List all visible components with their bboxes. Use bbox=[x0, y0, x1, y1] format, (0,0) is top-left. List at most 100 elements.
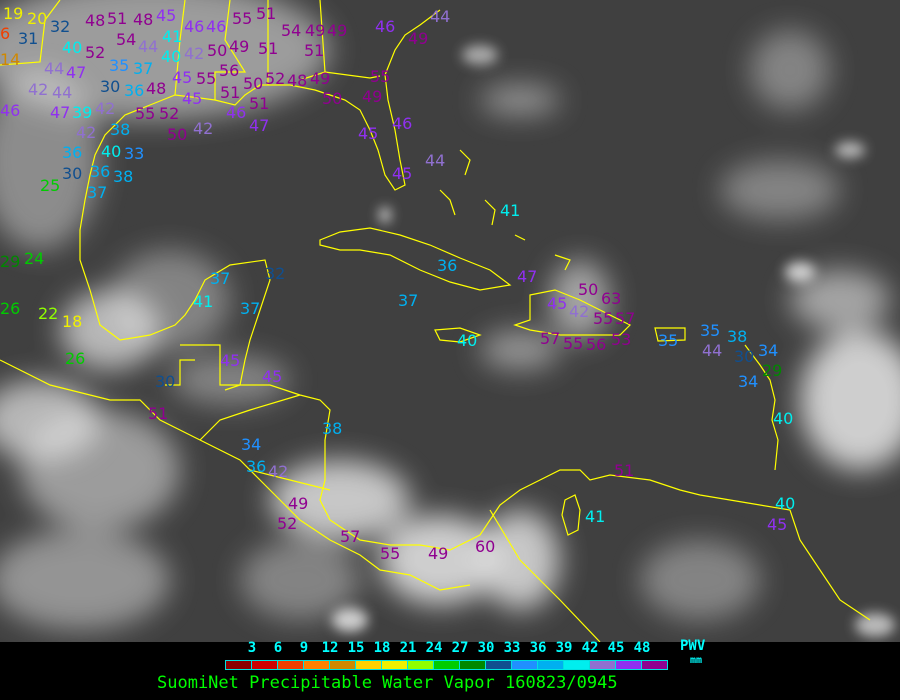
station-pwv-label: 45 bbox=[220, 351, 241, 370]
legend-tick-label: 24 bbox=[425, 640, 443, 656]
station-pwv-label: 37 bbox=[87, 183, 108, 202]
station-pwv-label: 55 bbox=[232, 9, 253, 28]
bahamas bbox=[439, 189, 456, 216]
coastlines bbox=[0, 0, 871, 642]
legend-tick-label: 33 bbox=[503, 640, 521, 656]
station-pwv-label: 40 bbox=[775, 494, 796, 513]
legend-tick-label: 36 bbox=[529, 640, 547, 656]
station-pwv-label: 48 bbox=[146, 79, 167, 98]
legend-tick-labels: 3 6 9 12 15 18 21 24 27 30 33 36 39 42 45 48 bbox=[0, 640, 900, 656]
station-pwv-label: 46 bbox=[375, 17, 396, 36]
station-pwv-label: 30 bbox=[100, 77, 121, 96]
station-pwv-label: 49 bbox=[327, 21, 348, 40]
station-pwv-label: 49 bbox=[310, 69, 331, 88]
station-pwv-label: 48 bbox=[85, 11, 106, 30]
station-pwv-label: 31 bbox=[18, 29, 39, 48]
station-pwv-label: 45 bbox=[172, 68, 193, 87]
station-pwv-label: 51 bbox=[107, 9, 128, 28]
station-pwv-label: 32 bbox=[265, 264, 286, 283]
map-layer bbox=[0, 0, 900, 642]
satellite-image: 19 20 6 32 31 14 40 52 44 47 42 44 46 47 39 42 35 37 30 36 4… bbox=[0, 0, 900, 642]
station-pwv-label: 46 bbox=[0, 101, 21, 120]
legend-tick-label: 9 bbox=[299, 640, 309, 656]
station-pwv-label: 36 bbox=[62, 143, 83, 162]
station-pwv-label: 25 bbox=[40, 176, 61, 195]
station-pwv-label: 36 bbox=[246, 457, 267, 476]
legend-tick-label: 12 bbox=[321, 640, 339, 656]
station-pwv-label: 41 bbox=[162, 27, 183, 46]
legend-tick-label: 15 bbox=[347, 640, 365, 656]
station-pwv-label: 51 bbox=[256, 4, 277, 23]
station-pwv-label: 42 bbox=[28, 80, 49, 99]
station-pwv-label: 42 bbox=[268, 462, 289, 481]
state-borders bbox=[214, 0, 247, 100]
state-borders bbox=[319, 0, 326, 73]
hispaniola bbox=[513, 289, 632, 336]
station-pwv-label: 30 bbox=[734, 347, 755, 366]
station-pwv-label: 55 bbox=[196, 69, 217, 88]
station-pwv-label: 42 bbox=[184, 44, 205, 63]
legend-tick-label: 18 bbox=[373, 640, 391, 656]
lesser-antilles bbox=[744, 344, 779, 471]
color-scale-cell bbox=[226, 661, 252, 669]
station-pwv-label: 30 bbox=[62, 164, 83, 183]
station-pwv-label: 55 bbox=[593, 309, 614, 328]
state-borders bbox=[299, 71, 381, 81]
station-pwv-label: 47 bbox=[517, 267, 538, 286]
station-pwv-label: 51 bbox=[304, 41, 325, 60]
station-pwv-label: 49 bbox=[408, 29, 429, 48]
station-pwv-label: 42 bbox=[193, 119, 214, 138]
color-scale-cell bbox=[538, 661, 564, 669]
station-pwv-label: 46 bbox=[184, 17, 205, 36]
station-pwv-label: 54 bbox=[116, 30, 137, 49]
color-scale-cell bbox=[460, 661, 486, 669]
station-pwv-label: 37 bbox=[133, 59, 154, 78]
station-pwv-label: 51 bbox=[249, 94, 270, 113]
legend-tick-label: 21 bbox=[399, 640, 417, 656]
station-pwv-label: 38 bbox=[110, 120, 131, 139]
legend-tick-label: 30 bbox=[477, 640, 495, 656]
borders bbox=[165, 359, 195, 386]
color-scale-cell bbox=[616, 661, 642, 669]
bahamas bbox=[484, 199, 496, 226]
station-pwv-label: 39 bbox=[72, 103, 93, 122]
mexico-gulf-coast bbox=[79, 174, 271, 391]
station-pwv-label: 50 bbox=[243, 74, 264, 93]
color-scale-cell bbox=[382, 661, 408, 669]
station-pwv-label: 19 bbox=[3, 4, 24, 23]
station-pwv-label: 57 bbox=[540, 329, 561, 348]
station-pwv-label: 51 bbox=[258, 39, 279, 58]
station-pwv-label: 55 bbox=[370, 67, 391, 86]
station-pwv-label: 42 bbox=[76, 123, 97, 142]
color-scale-cell bbox=[434, 661, 460, 669]
station-pwv-label: 48 bbox=[133, 10, 154, 29]
legend-unit-label: PWV bbox=[680, 638, 706, 654]
station-pwv-label: 36 bbox=[90, 162, 111, 181]
station-pwv-label: 47 bbox=[249, 116, 270, 135]
station-pwv-label: 56 bbox=[586, 335, 607, 354]
color-scale-cell bbox=[356, 661, 382, 669]
station-pwv-label: 52 bbox=[265, 69, 286, 88]
color-scale-cell bbox=[252, 661, 278, 669]
cuba bbox=[319, 227, 512, 291]
station-pwv-label: 55 bbox=[563, 334, 584, 353]
legend-tick-label: 6 bbox=[273, 640, 283, 656]
station-pwv-label: 44 bbox=[138, 37, 159, 56]
small-clouds bbox=[332, 45, 895, 637]
color-scale-cell bbox=[642, 661, 667, 669]
legend-tick-label: 48 bbox=[633, 640, 651, 656]
station-pwv-label: 26 bbox=[0, 299, 21, 318]
station-pwv-label: 35 bbox=[700, 321, 721, 340]
station-pwv-label: 52 bbox=[159, 104, 180, 123]
station-pwv-label: 44 bbox=[425, 151, 446, 170]
station-pwv-label: 51 bbox=[220, 83, 241, 102]
station-pwv-label: 24 bbox=[24, 249, 45, 268]
station-pwv-label: 49 bbox=[288, 494, 309, 513]
color-scale-bar bbox=[225, 660, 668, 670]
lake-maracaibo bbox=[561, 494, 581, 536]
legend-tick-label: 3 bbox=[247, 640, 257, 656]
station-pwv-label: 37 bbox=[398, 291, 419, 310]
station-pwv-label: 22 bbox=[38, 304, 59, 323]
station-pwv-label: 40 bbox=[457, 331, 478, 350]
